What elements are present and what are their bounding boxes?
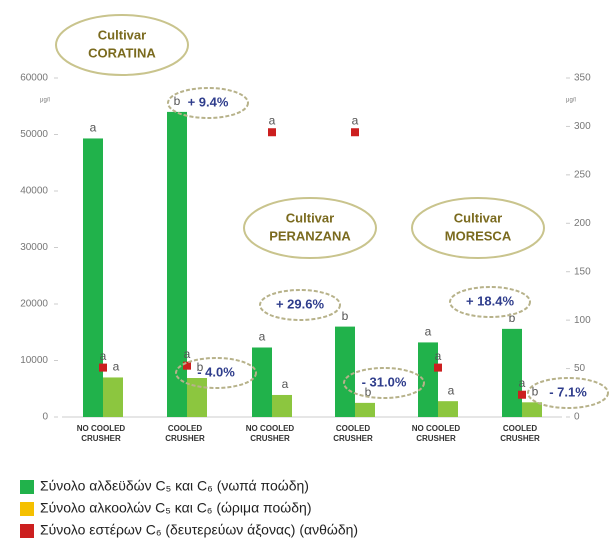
legend-label: Σύνολο αλδεϋδών C₅ και C₆ (νωπά ποώδη) (40, 478, 309, 494)
bar (502, 328, 522, 417)
bar (103, 377, 123, 417)
y-tick-label: 10000 (20, 355, 48, 366)
significance-letter: b (174, 94, 181, 108)
y2-tick-label: 150 (574, 266, 591, 277)
significance-letter: b (509, 311, 516, 325)
y-tick-label: 30000 (20, 242, 48, 253)
cultivar-oval (243, 197, 377, 259)
y-axis-label: μg/l (40, 98, 50, 104)
bar (522, 402, 542, 417)
significance-letter: a (100, 349, 107, 363)
significance-letter: a (448, 383, 455, 397)
cultivar-name: MORESCA (445, 228, 512, 243)
annotation-ring (527, 377, 609, 409)
x-tick-label: COOLED CRUSHER (333, 424, 373, 443)
cultivar-label: Cultivar (454, 210, 502, 225)
cultivar-label: Cultivar (286, 210, 334, 225)
legend-label: Σύνολο εστέρων C₆ (δευτερεύων άξονας) (α… (40, 522, 358, 538)
annotation-ring (449, 286, 531, 318)
y2-tick-label: 300 (574, 121, 591, 132)
bar (355, 402, 375, 417)
significance-letter: a (425, 325, 432, 339)
bar (335, 326, 355, 417)
cultivar-oval (411, 197, 545, 259)
annotation: + 18.4% (466, 293, 515, 308)
x-tick-label: COOLED CRUSHER (500, 424, 540, 443)
y2-axis-label: μg/l (566, 98, 576, 104)
bar (187, 378, 207, 417)
bar (167, 111, 187, 418)
significance-letter: a (352, 113, 359, 127)
y2-tick-label: 100 (574, 315, 591, 326)
significance-letter: b (365, 385, 372, 399)
significance-letter: b (197, 360, 204, 374)
y2-tick-label: 0 (574, 412, 580, 423)
annotation-ring (175, 357, 257, 389)
annotation: + 29.6% (276, 296, 325, 311)
significance-letter: a (269, 113, 276, 127)
significance-letter: a (90, 121, 97, 135)
y2-tick-label: 50 (574, 363, 586, 374)
bar (272, 394, 292, 417)
cultivar-name: PERANZANA (269, 228, 351, 243)
marker (268, 128, 276, 137)
y2-tick-label: 350 (574, 73, 591, 84)
y2-tick-label: 250 (574, 169, 591, 180)
cultivar-label: Cultivar (98, 27, 146, 42)
y2-tick-label: 200 (574, 218, 591, 229)
annotation: + 9.4% (188, 94, 229, 109)
legend-swatch (20, 480, 34, 494)
cultivar-oval (55, 14, 189, 76)
significance-letter: a (282, 377, 289, 391)
significance-letter: a (435, 349, 442, 363)
significance-letter: b (342, 309, 349, 323)
legend-swatch (20, 502, 34, 516)
y-tick-label: 20000 (20, 299, 48, 310)
significance-letter: a (259, 330, 266, 344)
x-tick-label: COOLED CRUSHER (165, 424, 205, 443)
y-tick-label: 50000 (20, 129, 48, 140)
significance-letter: a (519, 376, 526, 390)
y-tick-label: 0 (42, 412, 48, 423)
bar (83, 138, 103, 417)
legend-label: Σύνολο αλκοολών C₅ και C₆ (ώριμα ποώδη) (40, 500, 311, 516)
x-tick-label: NO COOLED CRUSHER (411, 424, 461, 443)
significance-letter: a (184, 347, 191, 361)
annotation-ring (343, 367, 425, 399)
annotation: - 7.1% (549, 384, 587, 399)
x-tick-label: NO COOLED CRUSHER (76, 424, 126, 443)
y-tick-label: 40000 (20, 186, 48, 197)
annotation-ring (167, 87, 249, 119)
x-tick-label: NO COOLED CRUSHER (245, 424, 295, 443)
bar (438, 401, 458, 417)
marker (99, 363, 107, 372)
bar (418, 342, 438, 417)
legend-swatch (20, 524, 34, 538)
marker (351, 128, 359, 137)
annotation-ring (259, 289, 341, 321)
marker (518, 390, 526, 399)
marker (434, 363, 442, 372)
cultivar-name: CORATINA (88, 45, 156, 60)
bar (252, 347, 272, 417)
annotation: - 31.0% (362, 374, 407, 389)
annotation: - 4.0% (197, 364, 235, 379)
y-tick-label: 60000 (20, 73, 48, 84)
significance-letter: a (113, 360, 120, 374)
significance-letter: b (532, 384, 539, 398)
marker (183, 361, 191, 370)
